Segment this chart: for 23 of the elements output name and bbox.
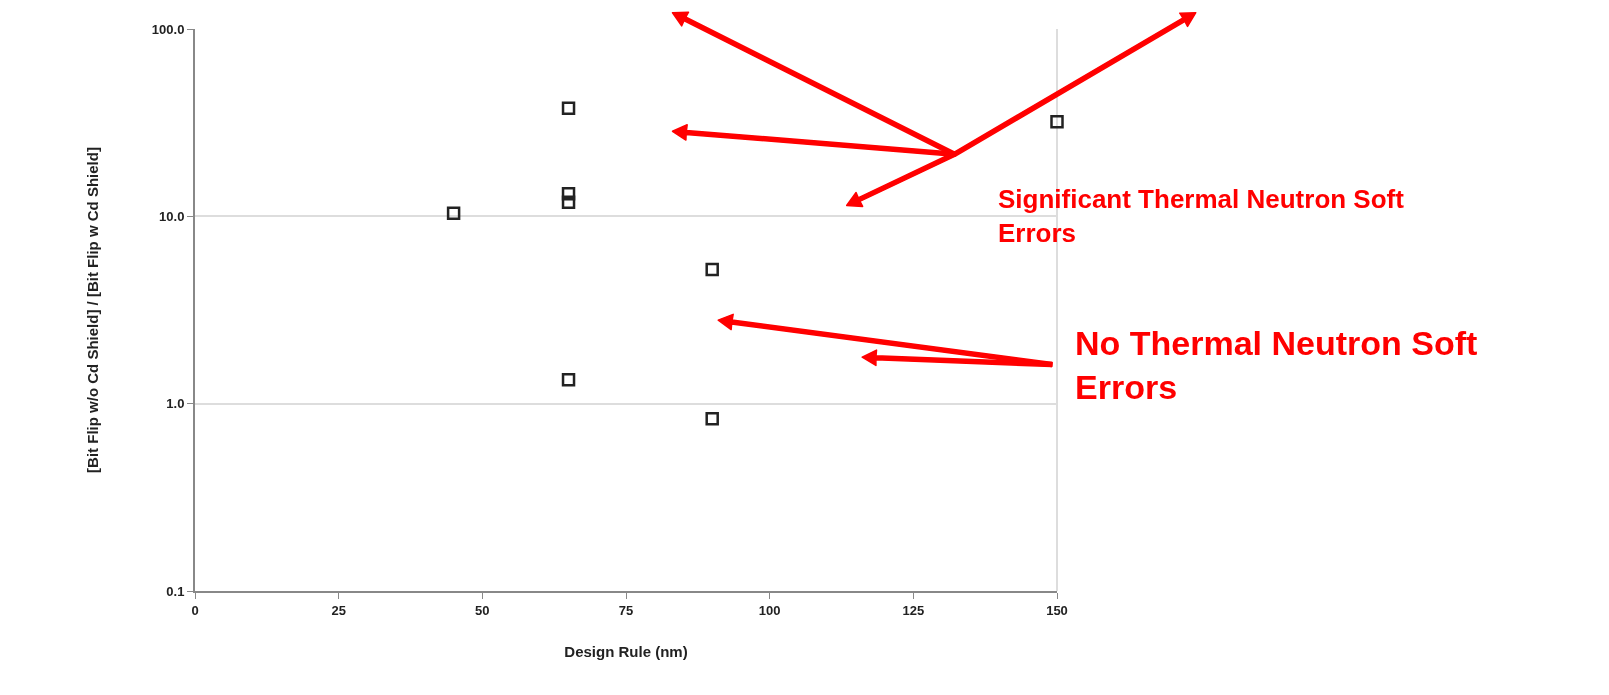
point: [561, 373, 576, 387]
point: [561, 187, 576, 201]
y-axis-title: [Bit Flip w/o Cd Shield] / [Bit Flip w Cd Shield]: [83, 147, 101, 473]
point: [705, 262, 719, 277]
text: No Thermal Neutron Soft Errors: [1075, 324, 1478, 407]
point: [446, 206, 461, 220]
y-tick-label: 0.1: [166, 583, 185, 599]
x-tick-label: 0: [191, 602, 199, 618]
point: [705, 412, 719, 426]
annotation: Significant Thermal Neutron Soft Errors: [998, 184, 1405, 248]
x-tick-label: 150: [1046, 602, 1068, 618]
x-tick-label: 125: [902, 602, 925, 618]
y-tick-label: 10.0: [159, 208, 185, 224]
x-axis-title: Design Rule (nm): [564, 643, 688, 661]
point: [561, 101, 576, 116]
x-tick-label: 25: [331, 602, 346, 618]
y-tick-label: 1.0: [166, 396, 185, 412]
y-tick-label: 100.0: [151, 21, 185, 37]
x-tick-label: 50: [475, 602, 490, 618]
x-tick-label: 75: [618, 602, 634, 618]
point: [1050, 114, 1064, 129]
x-tick-label: 100: [758, 602, 781, 618]
point: [561, 195, 576, 209]
